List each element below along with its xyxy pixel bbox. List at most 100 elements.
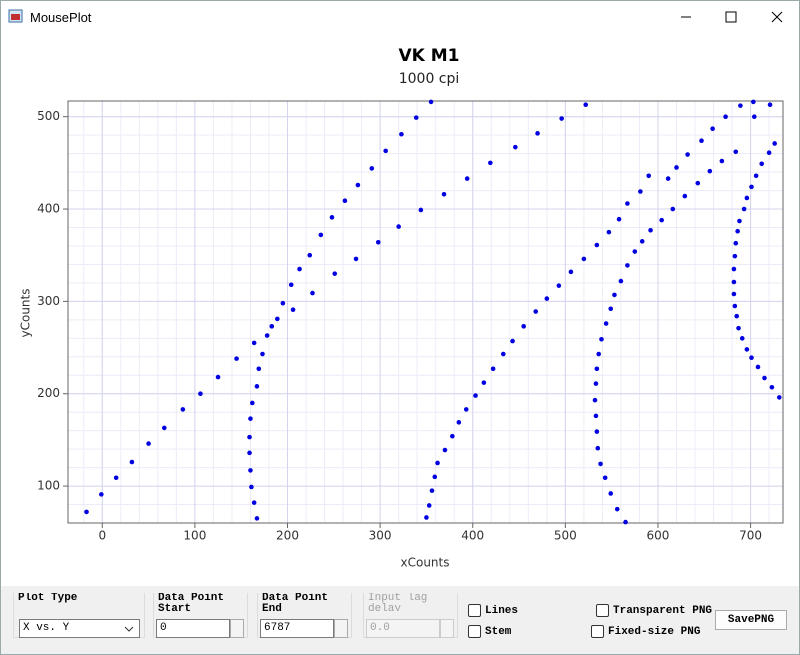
point <box>648 227 653 233</box>
point <box>736 325 741 331</box>
point <box>355 182 361 188</box>
point <box>749 355 754 361</box>
point <box>383 148 388 154</box>
point <box>723 114 728 119</box>
point <box>734 313 739 319</box>
point <box>659 217 664 223</box>
point <box>623 519 628 525</box>
point <box>250 400 255 406</box>
point <box>594 242 600 248</box>
x-tick-label: 400 <box>461 529 484 543</box>
point <box>248 468 253 473</box>
point <box>510 338 515 344</box>
checkbox-label: Lines <box>485 604 519 617</box>
point <box>318 232 324 238</box>
end-group: Data Point End 6787 <box>257 593 352 638</box>
start-group: Data Point Start 0 <box>153 593 248 638</box>
plot-frame <box>67 100 784 524</box>
point <box>595 445 601 451</box>
point <box>251 340 257 346</box>
point <box>248 416 253 421</box>
point <box>490 366 496 372</box>
point <box>602 475 608 481</box>
point <box>638 189 643 194</box>
point <box>592 397 598 403</box>
point <box>735 228 740 234</box>
x-tick-label: 600 <box>647 529 670 543</box>
point <box>435 460 440 466</box>
point <box>568 269 574 275</box>
title-icons <box>8 9 783 23</box>
point <box>594 366 600 372</box>
point <box>247 434 252 440</box>
start-input[interactable]: 0 <box>156 619 230 638</box>
maximize[interactable] <box>725 11 737 23</box>
point <box>342 198 348 204</box>
point <box>215 374 221 380</box>
checkbox[interactable]: Transparent PNG <box>596 604 712 617</box>
close[interactable] <box>771 11 783 23</box>
point <box>732 303 738 309</box>
point <box>769 384 775 390</box>
point <box>113 475 119 481</box>
group-label: Plot Type <box>18 593 78 604</box>
point <box>674 165 679 170</box>
point <box>375 239 381 245</box>
plot-type-combo[interactable]: X vs. Y <box>19 619 140 638</box>
y-tick-label: 100 <box>37 479 60 493</box>
point <box>310 290 315 296</box>
point <box>598 461 603 467</box>
point <box>441 191 447 197</box>
input-lag-spinner <box>440 619 454 638</box>
checkbox[interactable]: Stem <box>468 625 511 638</box>
point <box>521 324 526 329</box>
point <box>755 364 761 370</box>
point <box>450 433 455 439</box>
point <box>307 252 313 258</box>
point <box>625 201 630 206</box>
checkbox[interactable]: Lines <box>468 604 518 617</box>
end-spinner[interactable] <box>334 619 348 638</box>
end-input[interactable]: 6787 <box>260 619 334 638</box>
chart-subtitle: 1000 cpi <box>399 71 460 87</box>
y-tick-label: 400 <box>37 202 60 216</box>
point <box>556 283 562 288</box>
checkbox-label: Transparent PNG <box>613 604 713 617</box>
point <box>632 249 638 254</box>
point <box>603 321 609 326</box>
control-panel: Plot Type X vs. Y Data Point Start 0 Dat… <box>1 586 799 654</box>
point <box>254 384 260 389</box>
point <box>762 375 767 381</box>
point <box>625 263 630 268</box>
point <box>670 206 676 212</box>
point <box>162 425 167 431</box>
point <box>719 158 725 164</box>
point <box>481 380 487 385</box>
point <box>396 224 401 229</box>
point <box>399 131 404 137</box>
chart-title: VK M1 <box>399 46 460 66</box>
point <box>738 103 743 108</box>
y-axis-label: yCounts <box>19 289 33 338</box>
point <box>275 316 280 322</box>
x-tick-label: 200 <box>276 529 299 543</box>
point <box>741 206 747 212</box>
point <box>269 324 275 329</box>
save-png-button[interactable]: SavePNG <box>715 610 787 630</box>
point <box>731 266 737 272</box>
point <box>749 184 754 190</box>
point <box>766 150 772 156</box>
point <box>198 391 203 397</box>
input-lag-input: 0.0 <box>366 619 440 638</box>
point <box>473 393 478 398</box>
point <box>254 516 260 521</box>
point <box>751 99 756 105</box>
point <box>608 491 614 496</box>
y-tick-label: 500 <box>37 109 60 123</box>
x-tick-label: 500 <box>554 529 577 543</box>
checkbox[interactable]: Fixed-size PNG <box>591 625 700 638</box>
point <box>707 168 713 174</box>
x-tick-label: 300 <box>369 529 392 543</box>
start-spinner[interactable] <box>230 619 244 638</box>
point <box>500 351 506 357</box>
